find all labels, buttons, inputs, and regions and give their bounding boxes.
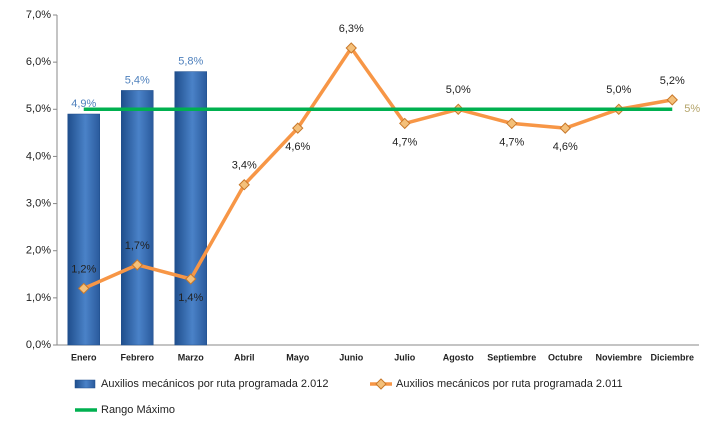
legend-swatch [74,379,96,389]
bar [121,90,154,346]
x-tick-label: Abril [234,352,255,362]
x-tick-label: Mayo [286,352,310,362]
data-label: 6,3% [339,23,364,35]
x-tick-label: Marzo [178,352,205,362]
marker [666,94,678,106]
x-tick-label: Noviembre [595,352,642,362]
legend-marker [375,378,387,390]
marker [238,179,250,191]
data-label: 1,4% [178,292,203,304]
x-tick-label: Enero [71,352,97,362]
data-label: 5,0% [606,84,631,96]
data-label: 5,8% [178,55,203,67]
y-tick-label: 4,0% [26,150,51,162]
marker [345,42,357,54]
x-tick-label: Julio [394,352,416,362]
marker [78,282,90,295]
marker [131,259,143,271]
data-label: 5,0% [446,84,471,96]
data-label: 1,7% [125,240,150,252]
data-label: 3,4% [232,160,257,172]
y-tick-label: 0,0% [26,339,51,351]
x-tick-label: Diciembre [650,352,694,362]
line [83,46,673,291]
y-tick-label: 1,0% [26,292,51,304]
marker [185,273,197,285]
data-label: 4,6% [553,141,578,153]
y-tick-label: 5,0% [26,103,51,115]
marker [292,122,304,134]
y-tick-label: 6,0% [26,56,51,68]
x-tick-label: Febrero [120,352,154,362]
y-tick-label: 2,0% [26,245,51,257]
x-tick-label: Agosto [443,352,474,362]
marker [506,117,518,130]
y-tick-label: 3,0% [26,197,51,209]
x-tick-label: Septiembre [487,352,536,362]
bar [174,71,207,346]
x-tick-label: Junio [339,352,364,362]
legend-label: Auxilios mecánicos por ruta programada 2… [396,378,623,390]
marker [399,117,411,130]
data-label: 5,4% [125,74,150,86]
x-tick-label: Octubre [548,352,583,362]
legend-label: Auxilios mecánicos por ruta programada 2… [101,378,328,390]
data-label: 4,7% [499,136,524,148]
data-label: 1,2% [71,263,96,275]
data-label: 4,7% [392,136,417,148]
bar [67,113,100,346]
marker [559,122,571,134]
legend-label: Rango Máximo [101,404,175,416]
data-label: 4,6% [285,141,310,153]
data-label: 4,9% [71,98,96,110]
data-label: 5,2% [660,75,685,87]
data-label: 5% [684,103,700,115]
y-tick-label: 7,0% [26,9,51,21]
